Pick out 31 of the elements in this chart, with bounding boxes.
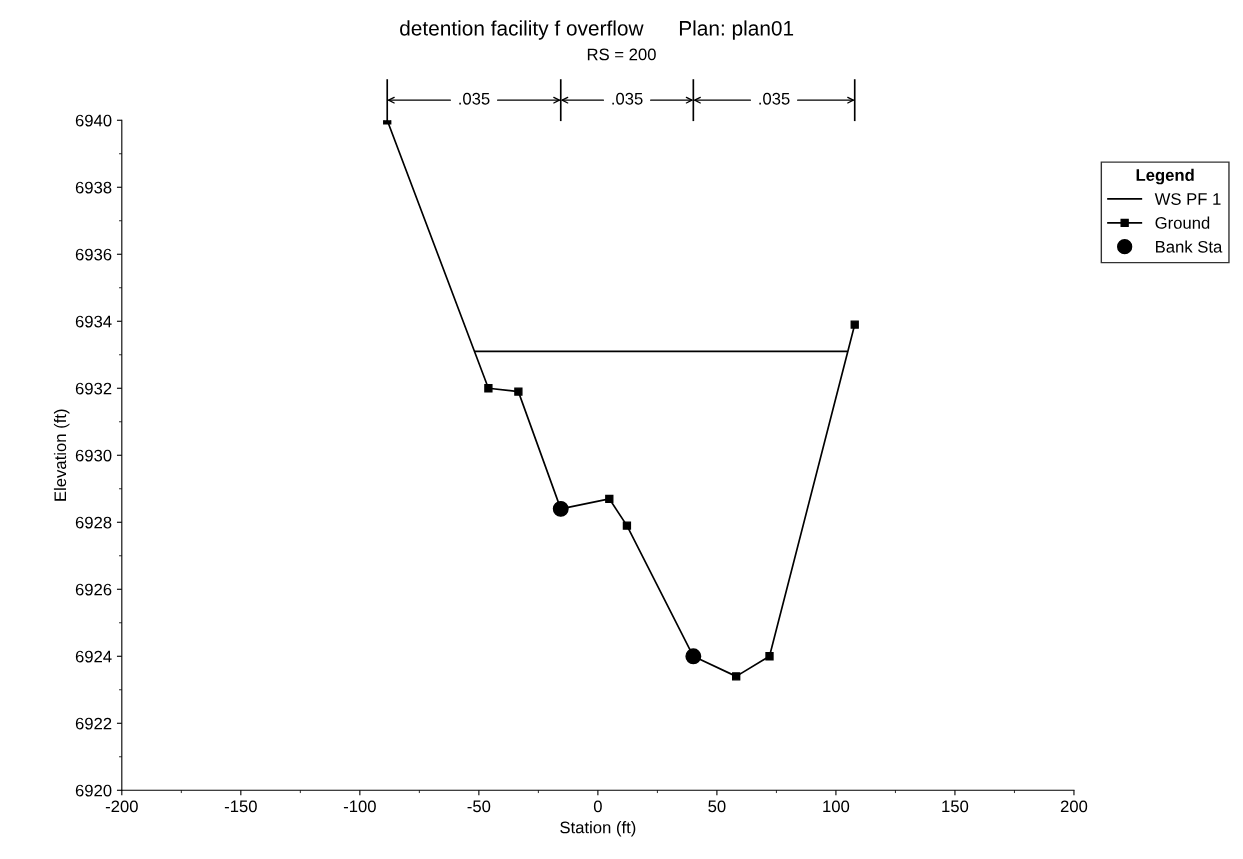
text: .035 — [759, 92, 790, 105]
x-tick-label: 0 — [593, 800, 602, 813]
chart-title: detention facility f overflow Plan: plan01 — [400, 20, 794, 40]
x-tick-label: -200 — [105, 800, 138, 813]
legend-title: Legend — [1136, 168, 1194, 185]
chart-subtitle: RS = 200 — [587, 48, 656, 61]
x-tick-label: 100 — [823, 800, 850, 813]
x-axis-title: Station (ft) — [560, 821, 636, 837]
x-tick-label: -150 — [224, 800, 257, 813]
legend-label: WS PF 1 — [1154, 193, 1221, 205]
y-tick-label: 6930 — [75, 449, 112, 462]
x-tick-label: -100 — [343, 800, 376, 813]
y-tick-label: 6938 — [75, 181, 112, 194]
x-tick-label: 200 — [1060, 800, 1088, 813]
y-tick-label: 6920 — [75, 784, 112, 797]
text: .035 — [612, 92, 643, 105]
y-axis-title: Elevation (ft) — [53, 409, 70, 501]
y-tick-label: 6934 — [75, 315, 112, 328]
legend-label: Ground — [1155, 216, 1210, 229]
y-tick-label: 6928 — [75, 516, 112, 529]
y-tick-label: 6922 — [75, 717, 112, 730]
y-tick-label: 6936 — [75, 248, 112, 261]
y-tick-label: 6926 — [75, 583, 112, 596]
y-tick-label: 6924 — [75, 650, 112, 663]
x-tick-label: 150 — [942, 800, 969, 813]
y-tick-label: 6940 — [75, 114, 112, 127]
legend-label: Bank Sta — [1156, 240, 1223, 253]
x-tick-label: -50 — [467, 800, 491, 813]
text: .035 — [459, 92, 490, 105]
x-tick-label: 50 — [708, 800, 726, 813]
y-tick-label: 6932 — [75, 382, 112, 395]
